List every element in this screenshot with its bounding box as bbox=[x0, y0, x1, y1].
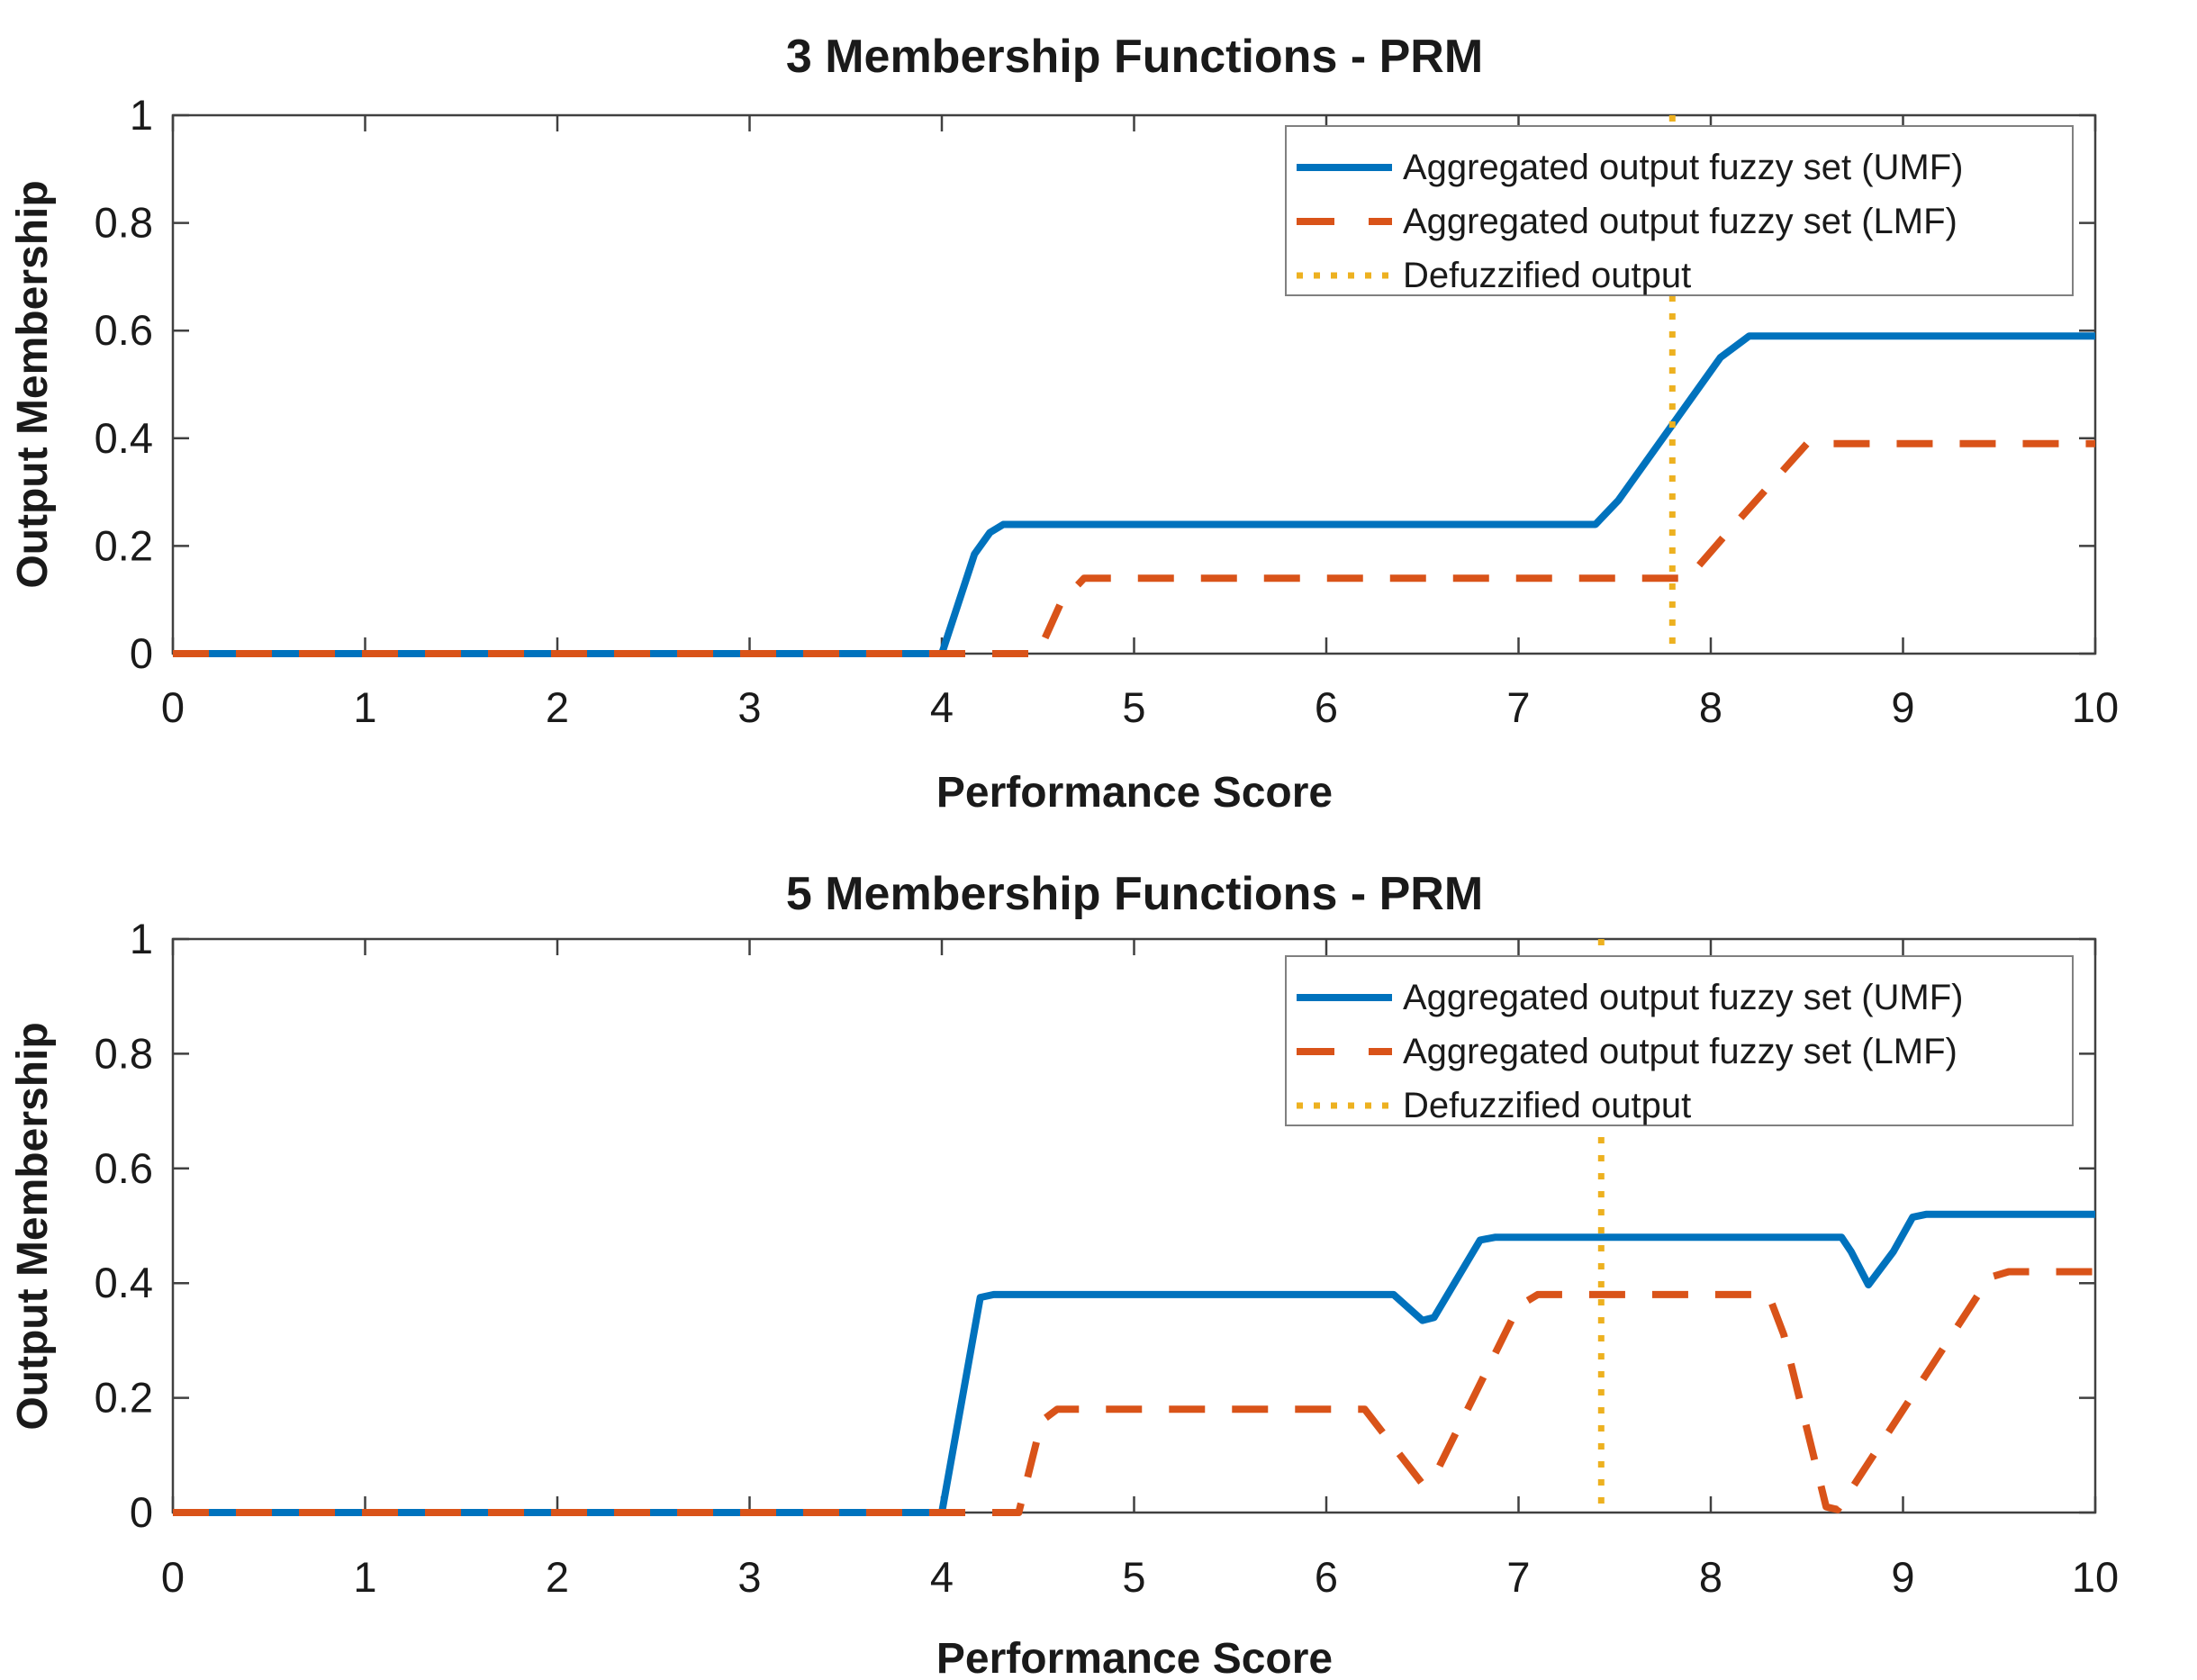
x-tick-label: 9 bbox=[1891, 1553, 1914, 1601]
legend-label-lmf: Aggregated output fuzzy set (LMF) bbox=[1403, 1032, 1957, 1071]
legend-box bbox=[1285, 955, 2074, 1126]
x-axis-label: Performance Score bbox=[936, 769, 1333, 817]
x-tick-label: 0 bbox=[161, 683, 185, 731]
x-tick-label: 2 bbox=[546, 683, 569, 731]
x-tick-label: 6 bbox=[1315, 1553, 1338, 1601]
subplot-5-membership-functions: 0 1 2 3 4 5 6 7 8 9 10 0 0.2 0.4 0.6 0.8 1 5 Membership … bbox=[9, 868, 2119, 1680]
x-axis-label: Performance Score bbox=[936, 1635, 1333, 1680]
x-tick-label: 10 bbox=[2072, 683, 2119, 731]
x-tick-label: 8 bbox=[1699, 683, 1722, 731]
legend-label-defuzzified: Defuzzified output bbox=[1403, 1086, 1691, 1125]
x-tick-label: 2 bbox=[546, 1553, 569, 1601]
y-tick-label: 0.4 bbox=[95, 1259, 153, 1306]
umf-line bbox=[173, 1210, 2095, 1516]
x-tick-label: 7 bbox=[1506, 1553, 1530, 1601]
x-tick-label: 7 bbox=[1506, 683, 1530, 731]
legend-label-defuzzified: Defuzzified output bbox=[1403, 256, 1691, 295]
x-tick-label: 1 bbox=[353, 1553, 376, 1601]
legend-label-umf: Aggregated output fuzzy set (UMF) bbox=[1403, 978, 1964, 1017]
y-tick-label: 0.6 bbox=[95, 1144, 153, 1192]
chart-title: 3 Membership Functions - PRM bbox=[786, 31, 1483, 83]
lmf-line bbox=[173, 439, 2095, 657]
x-tick-label: 3 bbox=[737, 1553, 761, 1601]
y-axis-label: Output Membership bbox=[9, 1022, 57, 1430]
legend: Aggregated output fuzzy set (UMF) Aggreg… bbox=[1403, 978, 1964, 1125]
x-tick-label: 8 bbox=[1699, 1553, 1722, 1601]
legend-label-lmf: Aggregated output fuzzy set (LMF) bbox=[1403, 202, 1957, 241]
y-tick-label: 1 bbox=[130, 91, 153, 139]
x-tick-label: 6 bbox=[1315, 683, 1338, 731]
y-tick-label: 0.6 bbox=[95, 306, 153, 354]
legend-box bbox=[1285, 125, 2074, 296]
y-tick-label: 0.2 bbox=[95, 1374, 153, 1422]
y-tick-label: 0.4 bbox=[95, 414, 153, 462]
x-tick-label: 4 bbox=[930, 1553, 954, 1601]
y-tick-label: 0.8 bbox=[95, 1029, 153, 1077]
y-tick-label: 0 bbox=[130, 629, 153, 677]
legend-label-umf: Aggregated output fuzzy set (UMF) bbox=[1403, 148, 1964, 187]
chart-title: 5 Membership Functions - PRM bbox=[786, 868, 1483, 920]
y-tick-label: 0.2 bbox=[95, 521, 153, 569]
y-tick-label: 1 bbox=[130, 915, 153, 962]
x-tick-label: 0 bbox=[161, 1553, 185, 1601]
x-tick-label: 1 bbox=[353, 683, 376, 731]
x-tick-label: 9 bbox=[1891, 683, 1914, 731]
y-tick-label: 0 bbox=[130, 1488, 153, 1536]
subplot-3-membership-functions: 0 1 2 3 4 5 6 7 8 9 10 0 0.2 0.4 0.6 0.8 1 3 Membership … bbox=[9, 31, 2119, 817]
lmf-line bbox=[173, 1268, 2095, 1516]
y-axis-label: Output Membership bbox=[9, 180, 57, 588]
x-tick-label: 10 bbox=[2072, 1553, 2119, 1601]
y-tick-label: 0.8 bbox=[95, 199, 153, 247]
x-tick-label: 4 bbox=[930, 683, 954, 731]
x-tick-label: 5 bbox=[1122, 1553, 1145, 1601]
umf-line bbox=[173, 332, 2095, 657]
x-tick-label: 5 bbox=[1122, 683, 1145, 731]
legend: Aggregated output fuzzy set (UMF) Aggreg… bbox=[1403, 148, 1964, 295]
x-tick-label: 3 bbox=[737, 683, 761, 731]
